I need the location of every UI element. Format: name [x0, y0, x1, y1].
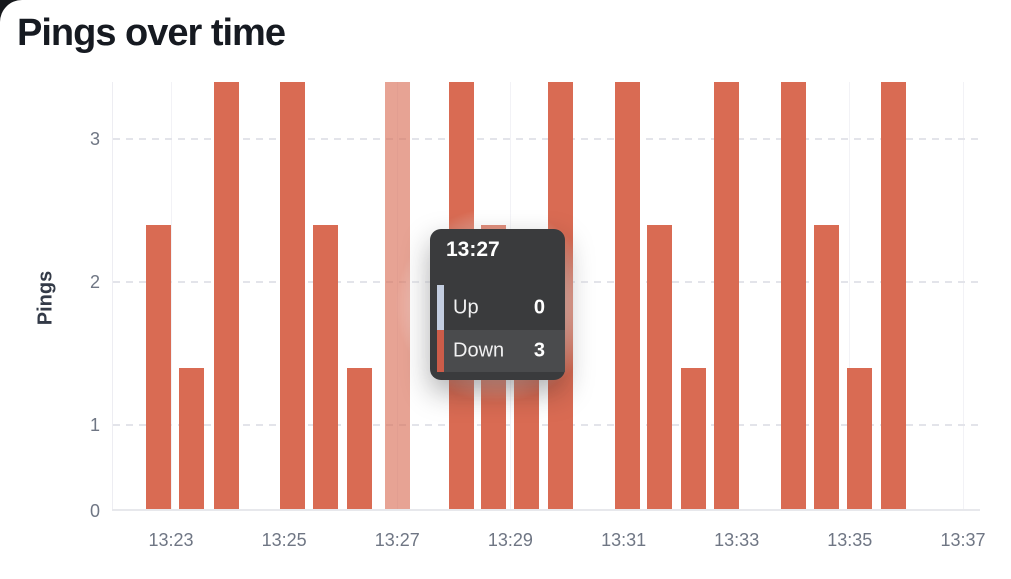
x-tick-label: 13:35: [827, 530, 873, 550]
tooltip-title: 13:27: [446, 238, 500, 261]
up-series-marker-icon: [437, 285, 444, 330]
page-title: Pings over time: [17, 12, 286, 54]
bar[interactable]: [280, 82, 306, 510]
bar[interactable]: [313, 225, 339, 510]
bar[interactable]: [880, 82, 906, 510]
bar[interactable]: [680, 368, 706, 510]
x-tick-label: 13:27: [374, 530, 420, 550]
x-tick-label: 13:25: [261, 530, 307, 550]
down-series-marker-icon: [437, 330, 444, 372]
chart-tooltip: 13:27 Up 0 Down 3: [430, 229, 565, 380]
x-tick-label: 13:33: [714, 530, 760, 550]
x-tick-label: 13:23: [148, 530, 194, 550]
bar-hovered[interactable]: [384, 82, 410, 510]
bar[interactable]: [347, 368, 373, 510]
bar[interactable]: [214, 82, 240, 510]
tooltip-row-value: 0: [533, 296, 545, 318]
bar[interactable]: [780, 82, 806, 510]
tooltip-row: Down 3: [430, 330, 565, 372]
tooltip-rows: Up 0 Down 3: [430, 285, 565, 372]
bar[interactable]: [846, 368, 872, 510]
y-axis-line: [112, 82, 113, 511]
x-tick-label: 13:37: [940, 530, 986, 550]
y-tick-label: 0: [89, 501, 100, 521]
bar[interactable]: [646, 225, 672, 510]
y-tick-label: 2: [89, 271, 100, 292]
tooltip-row-label: Up: [453, 296, 479, 318]
bar[interactable]: [179, 368, 205, 510]
grid-line-y: [113, 138, 980, 140]
tooltip-row: Up 0: [430, 285, 565, 330]
tooltip-row-highlight: [444, 330, 565, 372]
bar[interactable]: [614, 82, 640, 510]
bar[interactable]: [813, 225, 839, 510]
tooltip-row-value: 3: [533, 339, 545, 362]
x-tick-label: 13:29: [487, 530, 533, 550]
bar[interactable]: [146, 225, 172, 510]
bar[interactable]: [713, 82, 739, 510]
x-axis-line: [112, 509, 980, 511]
y-tick-label: 3: [89, 129, 100, 149]
tooltip-row-label: Down: [453, 339, 505, 362]
x-tick-label: 13:31: [601, 530, 647, 550]
bar[interactable]: [513, 368, 539, 510]
y-axis-title: Pings: [34, 270, 57, 326]
y-tick-label: 1: [89, 414, 100, 435]
grid-line-x: [849, 82, 851, 510]
grid-line-x: [962, 82, 964, 510]
